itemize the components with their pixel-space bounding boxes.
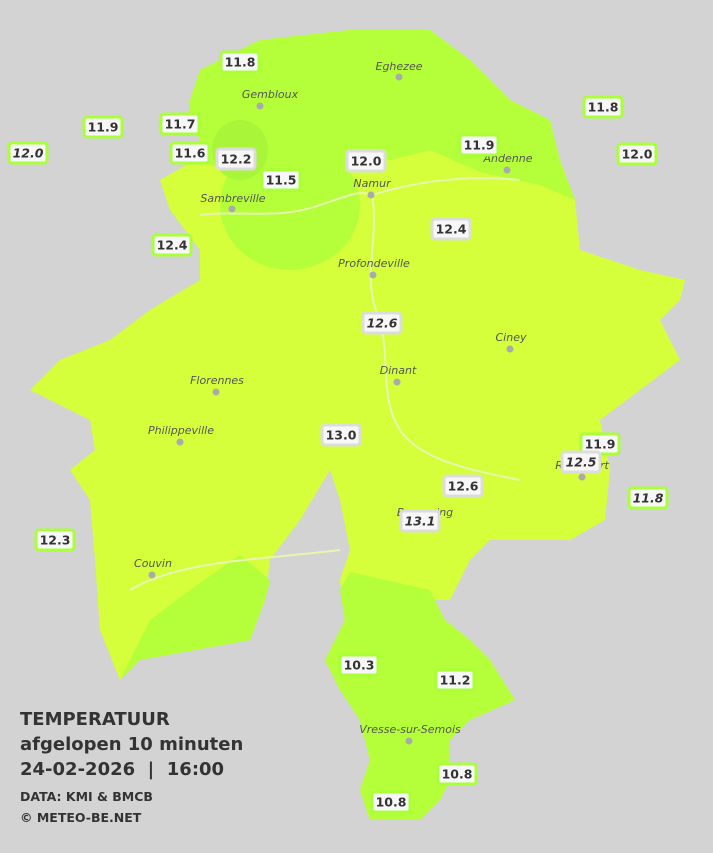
station-box	[442, 474, 484, 498]
station-box	[320, 423, 362, 447]
station-box	[7, 141, 49, 165]
station-value: 11.2	[440, 673, 471, 688]
town-dot	[395, 73, 403, 81]
town-label: Eghezee	[376, 60, 423, 73]
town-dot	[369, 271, 377, 279]
zone-couvin	[120, 555, 270, 680]
station-box	[34, 528, 76, 552]
station-value: 12.5	[566, 455, 597, 470]
station-value: 12.4	[157, 238, 188, 253]
zone-south	[325, 572, 515, 820]
station-value: 11.9	[464, 138, 495, 153]
station-box	[215, 147, 257, 171]
station-value: 12.0	[13, 146, 44, 161]
town-dot	[506, 345, 514, 353]
town-dot	[405, 737, 413, 745]
station-value: 12.6	[448, 479, 479, 494]
town-dot	[148, 571, 156, 579]
station-value: 11.8	[225, 55, 256, 70]
station-value: 11.9	[88, 120, 119, 135]
town-dot	[212, 388, 220, 396]
station-box	[627, 486, 669, 510]
station-value: 10.8	[376, 795, 407, 810]
station-value: 12.4	[436, 222, 467, 237]
station-box	[616, 142, 658, 166]
town-dot	[228, 205, 236, 213]
town-label: Philippeville	[148, 424, 214, 437]
station-value: 11.6	[175, 146, 206, 161]
station-value: 13.0	[326, 428, 357, 443]
town-label: Dinant	[380, 364, 417, 377]
station-box	[159, 112, 201, 136]
station-value: 11.8	[633, 491, 664, 506]
legend-datetime: 24-02-2026 | 16:00	[20, 759, 224, 780]
town-label: Ciney	[496, 331, 527, 344]
town-label: Vresse-sur-Semois	[359, 723, 461, 736]
station-value: 12.0	[622, 147, 653, 162]
town-dot	[393, 378, 401, 386]
town-label: Gembloux	[242, 88, 299, 101]
station-value: 12.2	[221, 152, 252, 167]
town-dot	[503, 166, 511, 174]
station-value: 11.9	[585, 437, 616, 452]
station-value: 11.5	[266, 173, 297, 188]
station-box	[338, 653, 380, 677]
station-box	[399, 509, 441, 533]
station-box	[219, 50, 261, 74]
station-box	[458, 133, 500, 157]
station-value: 10.3	[344, 658, 375, 673]
station-value: 12.0	[351, 154, 382, 169]
station-box	[582, 95, 624, 119]
station-value: 11.8	[588, 100, 619, 115]
town-dot	[367, 191, 375, 199]
station-value: 12.3	[40, 533, 71, 548]
station-box	[436, 762, 478, 786]
station-box	[169, 141, 211, 165]
town-label: Sambreville	[200, 192, 265, 205]
station-box	[151, 233, 193, 257]
town-dot	[578, 473, 586, 481]
station-value: 13.1	[405, 514, 436, 529]
station-value: 10.8	[442, 767, 473, 782]
station-box	[560, 450, 602, 474]
station-box	[434, 668, 476, 692]
town-dot	[256, 102, 264, 110]
station-box	[82, 115, 124, 139]
legend-copyright: © METEO-BE.NET	[20, 810, 142, 825]
station-box	[430, 217, 472, 241]
town-label: Profondeville	[338, 257, 410, 270]
station-value: 11.7	[165, 117, 196, 132]
town-label: Florennes	[190, 374, 244, 387]
station-box	[361, 311, 403, 335]
station-box	[260, 168, 302, 192]
legend-subtitle: afgelopen 10 minuten	[20, 734, 243, 755]
town-label: Couvin	[134, 557, 172, 570]
legend-source: DATA: KMI & BMCB	[20, 789, 153, 804]
station-box	[370, 790, 412, 814]
town-dot	[176, 438, 184, 446]
station-box	[345, 149, 387, 173]
legend-title: TEMPERATUUR	[20, 709, 170, 730]
station-value: 12.6	[367, 316, 398, 331]
town-label: Namur	[353, 177, 392, 190]
